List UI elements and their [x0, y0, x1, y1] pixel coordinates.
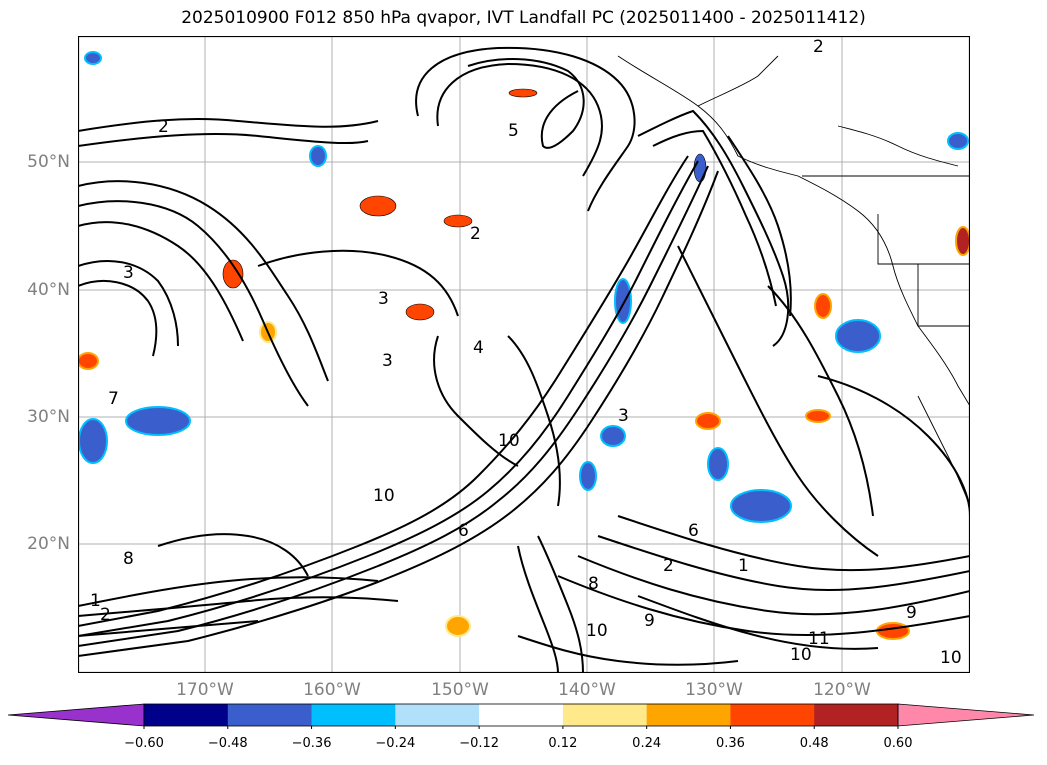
contour-label: 2	[100, 605, 111, 625]
colorbar-segments	[8, 703, 1035, 727]
contour-label: 2	[663, 556, 674, 576]
colorbar-segment	[646, 704, 731, 726]
map-background	[78, 36, 970, 673]
colorbar-segment	[562, 704, 648, 726]
colorbar-tick-label: −0.60	[124, 736, 164, 751]
colorbar	[8, 703, 1035, 729]
colorbar-tick-label: 0.12	[548, 736, 578, 751]
contour-label: 1	[90, 591, 101, 611]
contour-label: 6	[688, 521, 699, 541]
lon-label-150w: 150°W	[431, 680, 489, 700]
contour-label: 8	[588, 574, 599, 594]
contour-label: 3	[618, 406, 629, 426]
colorbar-segment	[395, 704, 480, 726]
contour-label: 10	[790, 645, 812, 665]
colorbar-segment	[730, 704, 815, 726]
coastline	[617, 55, 970, 507]
map-frame	[78, 36, 970, 673]
contour-label: 8	[123, 549, 134, 569]
contour-label: 2	[813, 37, 824, 57]
ivt-contours	[78, 46, 970, 673]
contour-label: 4	[473, 338, 484, 358]
map-title: 2025010900 F012 850 hPa qvapor, IVT Land…	[181, 8, 866, 28]
colorbar-tick-label: −0.12	[459, 736, 500, 751]
contour-label: 1	[738, 556, 749, 576]
contour-label: 3	[378, 289, 389, 309]
contour-label: 6	[458, 521, 469, 541]
lon-label-170w: 170°W	[176, 680, 234, 700]
colorbar-tick-label: 0.60	[883, 736, 913, 751]
colorbar-segment	[479, 704, 564, 726]
lat-label-50n: 50°N	[27, 152, 70, 172]
contour-label: 2	[158, 117, 169, 137]
colorbar-segment	[227, 704, 313, 726]
contour-label: 2	[470, 224, 481, 244]
contour-label: 3	[123, 263, 134, 283]
colorbar-extension-high	[897, 703, 1035, 727]
contour-label: 11	[808, 629, 830, 649]
colorbar-tick-label: 0.24	[632, 736, 662, 751]
colorbar-tick-label: −0.24	[375, 736, 416, 751]
contour-label: 9	[906, 603, 917, 623]
qvapor-anomaly-shading	[78, 51, 970, 640]
colorbar-tick-label: −0.48	[207, 736, 248, 751]
colorbar-segment	[814, 704, 899, 726]
lon-label-120w: 120°W	[813, 680, 871, 700]
colorbar-tick-marks	[143, 726, 899, 729]
contour-label: 10	[940, 648, 962, 668]
map-panel: 2 5 3 2 3 2 6 4 10 10 3 8 6 10 2 1 10 9 …	[78, 36, 970, 673]
colorbar-segment	[311, 704, 396, 726]
contour-label: 5	[508, 121, 519, 141]
colorbar-tick-label: −0.36	[291, 736, 332, 751]
contour-label: 7	[108, 389, 119, 409]
contour-label: 10	[373, 486, 395, 506]
contour-labels: 2 5 3 2 3 2 6 4 10 10 3 8 6 10 2 1 10 9 …	[90, 37, 962, 668]
contour-label: 3	[382, 351, 393, 371]
colorbar-segment	[144, 704, 229, 726]
contour-label: 10	[586, 621, 608, 641]
lat-label-20n: 20°N	[27, 534, 70, 554]
contour-label: 9	[644, 611, 655, 631]
lon-label-130w: 130°W	[685, 680, 743, 700]
colorbar-tick-label: 0.48	[799, 736, 829, 751]
contour-label: 10	[498, 431, 520, 451]
lat-label-30n: 30°N	[27, 407, 70, 427]
colorbar-tick-label: 0.36	[715, 736, 745, 751]
lat-label-40n: 40°N	[27, 280, 70, 300]
lon-label-140w: 140°W	[558, 680, 616, 700]
lon-label-160w: 160°W	[303, 680, 361, 700]
colorbar-outline	[143, 703, 899, 727]
colorbar-extension-low	[8, 703, 145, 727]
